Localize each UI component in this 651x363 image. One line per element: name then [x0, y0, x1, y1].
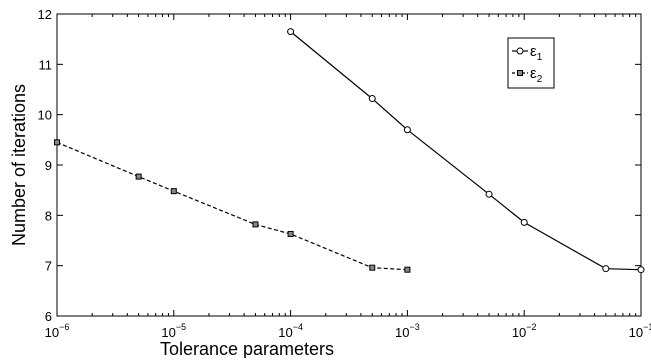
series-1-point — [403, 126, 411, 134]
series-2-point — [369, 264, 376, 271]
series-2-point — [54, 139, 60, 146]
x-tick-label: 10−6 — [45, 322, 70, 340]
series-1-point — [287, 28, 295, 36]
x-axis-label: Tolerance parameters — [160, 339, 334, 358]
series-1-point — [368, 95, 376, 103]
series-1-point — [520, 218, 528, 226]
series-1-point — [602, 265, 610, 273]
y-tick-label: 9 — [45, 158, 52, 173]
y-axis-label: Number of iterations — [9, 84, 29, 246]
y-tick-label: 8 — [45, 208, 52, 223]
x-tick-label: 10−3 — [395, 322, 420, 340]
y-tick-label: 10 — [38, 108, 52, 123]
y-tick-label: 12 — [38, 7, 52, 22]
series-2-point — [170, 188, 177, 195]
series-2-point — [252, 221, 259, 228]
x-tick-label: 10−4 — [278, 322, 303, 340]
series-1-point — [637, 266, 645, 274]
legend-box — [507, 37, 555, 89]
series-layer — [54, 28, 645, 274]
x-tick-label: 10−5 — [161, 322, 186, 340]
y-tick-label: 11 — [39, 57, 53, 72]
legend-1-marker — [516, 47, 524, 55]
legend-2-marker — [517, 70, 523, 76]
series-1-point — [485, 190, 493, 198]
x-tick-label: 10−1 — [629, 322, 651, 340]
series-2-point — [287, 230, 294, 237]
series-2-point — [404, 266, 411, 273]
x-tick-label: 10−2 — [512, 322, 537, 340]
series-2-point — [135, 173, 142, 180]
y-tick-label: 7 — [45, 259, 52, 274]
y-tick-label: 6 — [45, 309, 52, 324]
